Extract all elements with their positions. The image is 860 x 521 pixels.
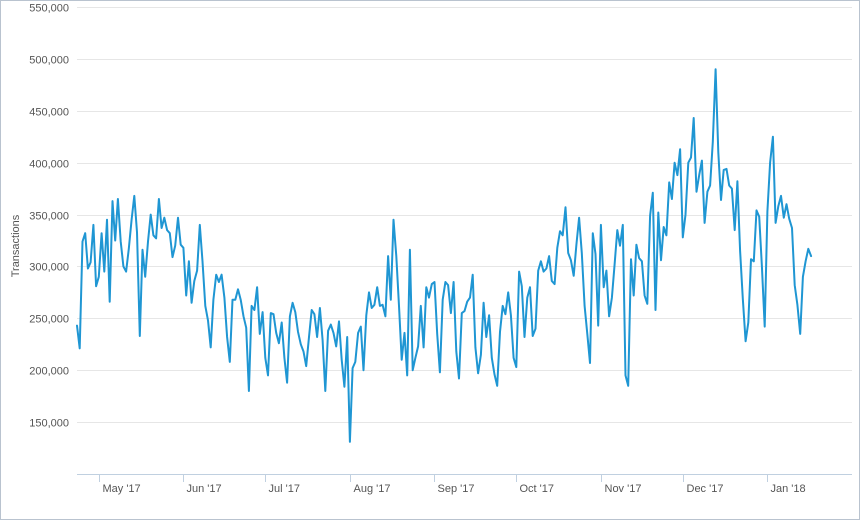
y-tick-label: 550,000: [29, 3, 69, 15]
x-tick-label: Jan '18: [771, 483, 806, 495]
x-tick-label: Sep '17: [438, 483, 475, 495]
y-tick-label: 200,000: [29, 366, 69, 378]
x-tick-label: Oct '17: [520, 483, 555, 495]
y-tick-label: 350,000: [29, 211, 69, 223]
y-axis-ticks: 150,000 200,000 250,000 300,000 350,000 400,0…: [29, 3, 69, 430]
y-tick-label: 500,000: [29, 55, 69, 67]
x-axis-ticks: May '17 Jun '17 Jul '17 Aug '17 Sep '17 Oct '…: [99, 474, 806, 495]
x-tick-label: Dec '17: [687, 483, 724, 495]
series-layer: [76, 68, 813, 443]
gridlines: [77, 7, 852, 423]
y-tick-label: 250,000: [29, 314, 69, 326]
x-tick-label: Jul '17: [269, 483, 300, 495]
y-tick-label: 150,000: [29, 418, 69, 430]
series-line-transactions: [76, 68, 813, 443]
x-tick-label: Aug '17: [354, 483, 391, 495]
y-axis-title: Transactions: [10, 214, 22, 277]
y-tick-label: 450,000: [29, 107, 69, 119]
x-tick-label: Jun '17: [187, 483, 222, 495]
x-tick-label: Nov '17: [605, 483, 642, 495]
y-tick-label: 400,000: [29, 159, 69, 171]
y-tick-label: 300,000: [29, 262, 69, 274]
x-tick-label: May '17: [103, 483, 141, 495]
